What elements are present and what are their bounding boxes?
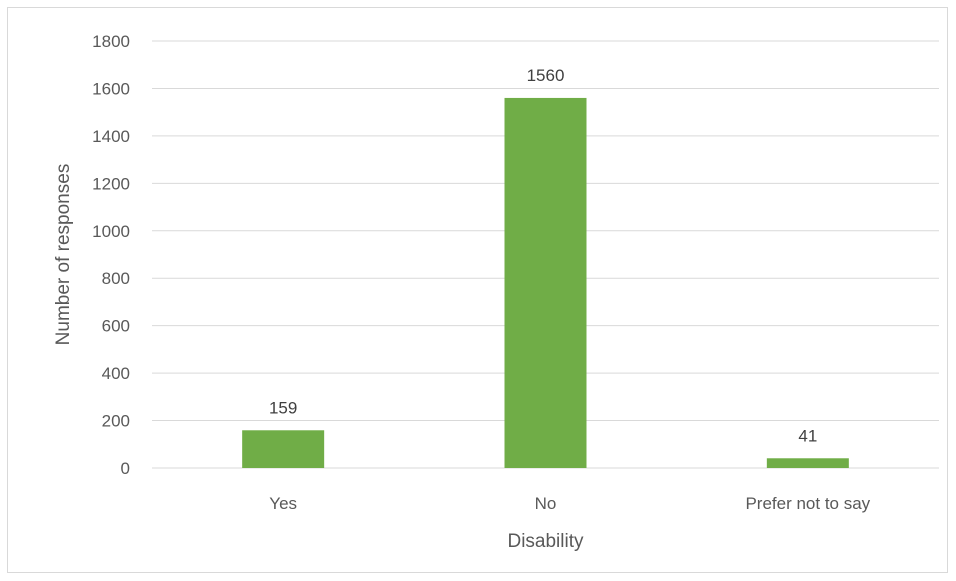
y-tick-label: 400	[102, 364, 130, 383]
x-tick-label: Prefer not to say	[745, 494, 870, 513]
x-axis-title: Disability	[507, 531, 584, 552]
y-tick-label: 1600	[92, 79, 130, 98]
chart-frame	[7, 7, 948, 573]
x-axis-tick-labels: Yes No Prefer not to say	[269, 494, 870, 513]
bar	[504, 97, 587, 468]
data-label: 159	[269, 398, 297, 417]
bar	[766, 458, 849, 468]
y-axis-title: Number of responses	[53, 164, 74, 346]
bars	[242, 97, 849, 468]
data-label: 1560	[527, 66, 565, 85]
y-axis-tick-labels: 0 200 400 600 800 1000 1200 1400 1600 1800	[92, 32, 130, 478]
y-tick-label: 800	[102, 269, 130, 288]
y-tick-label: 1800	[92, 32, 130, 51]
bar	[242, 430, 325, 468]
x-tick-label: No	[535, 494, 557, 513]
y-tick-label: 1400	[92, 127, 130, 146]
y-tick-label: 1200	[92, 174, 130, 193]
data-label: 41	[798, 426, 817, 445]
x-tick-label: Yes	[269, 494, 297, 513]
y-tick-label: 600	[102, 317, 130, 336]
y-tick-label: 0	[121, 459, 130, 478]
data-labels: 159 1560 41	[269, 66, 817, 445]
y-tick-label: 1000	[92, 222, 130, 241]
y-tick-label: 200	[102, 412, 130, 431]
